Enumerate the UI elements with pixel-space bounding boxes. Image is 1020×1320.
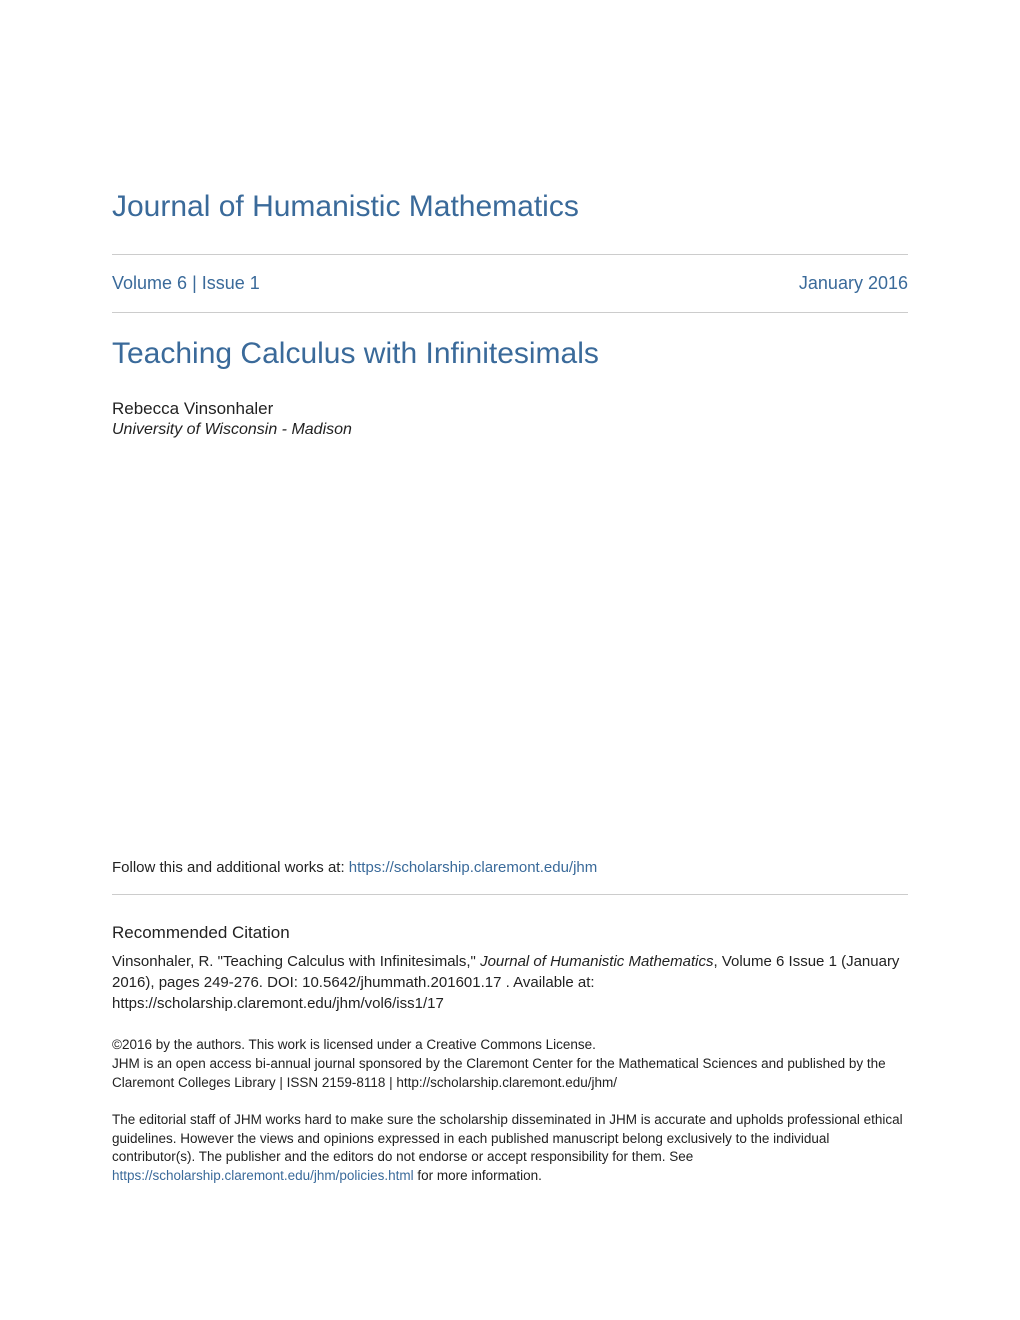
date-link[interactable]: January 2016 [799,273,908,293]
follow-section: Follow this and additional works at: htt… [112,859,908,876]
copyright-line2: JHM is an open access bi-annual journal … [112,1056,886,1090]
citation-text: Vinsonhaler, R. "Teaching Calculus with … [112,951,908,1014]
citation-part1: Vinsonhaler, R. "Teaching Calculus with … [112,953,480,970]
issue-link[interactable]: Issue 1 [202,273,260,293]
volume-issue-row: Volume 6 | Issue 1 January 2016 [112,255,908,312]
volume-issue-group: Volume 6 | Issue 1 [112,273,260,294]
follow-prefix: Follow this and additional works at: [112,859,349,876]
volume-link[interactable]: Volume 6 [112,273,187,293]
policies-link[interactable]: https://scholarship.claremont.edu/jhm/po… [112,1168,414,1183]
disclaimer-part2: for more information. [414,1168,542,1183]
article-title: Teaching Calculus with Infinitesimals [112,337,908,371]
journal-title-link[interactable]: Journal of Humanistic Mathematics [112,190,579,223]
author-affiliation: University of Wisconsin - Madison [112,421,908,439]
citation-heading: Recommended Citation [112,923,908,943]
divider-follow [112,894,908,895]
journal-title: Journal of Humanistic Mathematics [112,190,908,224]
article-title-link[interactable]: Teaching Calculus with Infinitesimals [112,337,599,370]
disclaimer-part1: The editorial staff of JHM works hard to… [112,1112,903,1165]
citation-journal-italic: Journal of Humanistic Mathematics [480,953,713,970]
follow-link[interactable]: https://scholarship.claremont.edu/jhm [349,859,597,876]
divider-middle [112,312,908,313]
disclaimer-block: The editorial staff of JHM works hard to… [112,1111,908,1187]
author-name: Rebecca Vinsonhaler [112,399,908,419]
volume-issue-separator: | [192,273,202,293]
copyright-block: ©2016 by the authors. This work is licen… [112,1036,908,1093]
copyright-line1: ©2016 by the authors. This work is licen… [112,1037,596,1052]
